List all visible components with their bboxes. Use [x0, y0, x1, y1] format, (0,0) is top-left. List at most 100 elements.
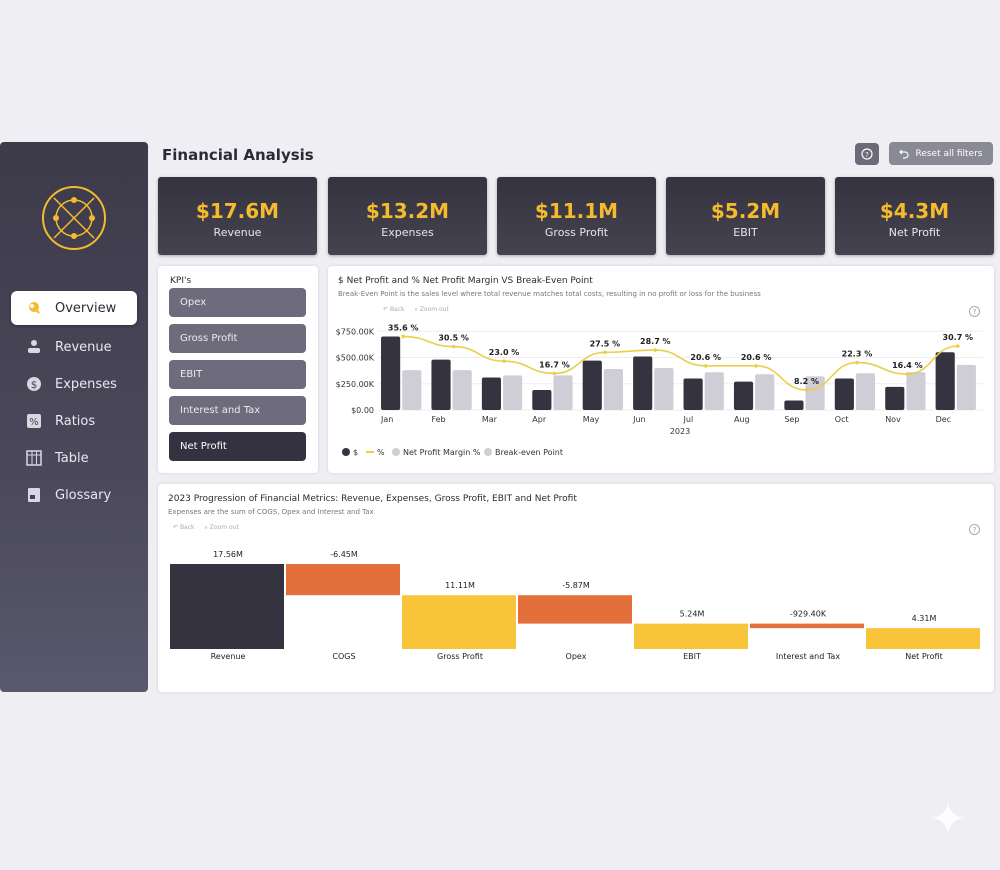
break-even-bar	[805, 376, 825, 410]
reset-filters-button[interactable]: Reset all filters	[889, 142, 993, 165]
x-tick-label: May	[583, 415, 600, 424]
kpi-label: Revenue	[213, 226, 262, 239]
help-button[interactable]: ?	[855, 143, 879, 165]
x-tick-label: Aug	[734, 415, 750, 424]
waterfall-data-label: -6.45M	[330, 550, 358, 559]
nav-item-table[interactable]: Table	[11, 441, 137, 475]
overview-icon	[25, 299, 43, 317]
break-even-bar	[906, 372, 926, 410]
net-profit-bar	[431, 359, 451, 410]
kpi-selector-heading: KPI's	[170, 276, 192, 286]
pct-data-label: 27.5 %	[590, 339, 621, 348]
net-profit-bar	[784, 400, 804, 410]
page-title: Financial Analysis	[162, 146, 314, 164]
sparkle-icon	[932, 802, 964, 834]
pct-data-label: 8.2 %	[794, 377, 819, 386]
waterfall-bar	[402, 595, 516, 649]
x-group-label: 2023	[670, 427, 690, 436]
svg-text:%: %	[29, 417, 39, 428]
margin-line	[403, 335, 958, 391]
break-even-bar	[855, 373, 876, 410]
net-profit-bar	[885, 386, 905, 410]
x-tick-label: Oct	[835, 415, 849, 424]
dollar-icon: $	[25, 375, 43, 393]
waterfall-category-label: Revenue	[211, 652, 246, 661]
break-even-bar	[553, 375, 573, 410]
x-tick-label: Dec	[936, 415, 951, 424]
kpi-card-expenses: $13.2M Expenses	[328, 177, 487, 255]
kpi-card-revenue: $17.6M Revenue	[158, 177, 317, 255]
margin-point	[653, 348, 658, 352]
legend-label: Break-even Point	[495, 448, 563, 457]
zoom-out-button[interactable]: ⌕ Zoom out	[204, 524, 239, 531]
kpi-label: Expenses	[381, 226, 434, 239]
info-icon[interactable]: ?	[969, 306, 980, 317]
nav-label: Overview	[55, 300, 117, 316]
y-tick-label: $0.00	[351, 406, 374, 415]
nav-label: Table	[55, 450, 89, 466]
combo-chart: $750.00K $500.00K $250.00K $0.00 Jan 35.6 % Fe…	[336, 324, 983, 457]
break-even-bar	[452, 370, 472, 410]
nav-item-expenses[interactable]: $ Expenses	[11, 367, 137, 401]
kpi-option-net-profit[interactable]: Net Profit	[169, 432, 306, 461]
kpi-option-interest-tax[interactable]: Interest and Tax	[169, 396, 306, 425]
pct-data-label: 35.6 %	[388, 324, 419, 333]
break-even-bar	[503, 375, 523, 410]
kpi-option-gross-profit[interactable]: Gross Profit	[169, 324, 306, 353]
pct-data-label: 20.6 %	[741, 353, 772, 362]
back-button[interactable]: ↶ Back	[173, 524, 195, 531]
kpi-card-net-profit: $4.3M Net Profit	[835, 177, 994, 255]
pct-data-label: 30.5 %	[438, 334, 469, 343]
waterfall-category-label: EBIT	[683, 652, 701, 661]
net-profit-bar	[481, 377, 502, 410]
waterfall-category-label: COGS	[332, 652, 355, 661]
pct-data-label: 28.7 %	[640, 337, 671, 346]
svg-text:$: $	[31, 380, 37, 391]
break-even-bar	[755, 374, 775, 410]
net-profit-bar	[834, 378, 854, 410]
margin-point	[955, 344, 960, 348]
waterfall-panel: 2023 Progression of Financial Metrics: R…	[158, 484, 994, 692]
kpi-value: $17.6M	[195, 199, 280, 223]
break-even-bar	[704, 372, 724, 410]
x-tick-label: Jun	[632, 415, 646, 424]
legend-swatch	[392, 448, 400, 456]
break-even-bar	[603, 369, 624, 410]
margin-point	[502, 359, 506, 363]
kpi-option-ebit[interactable]: EBIT	[169, 360, 306, 389]
kpi-label: EBIT	[733, 226, 758, 239]
x-tick-label: Jan	[380, 415, 393, 424]
info-icon[interactable]: ?	[969, 524, 980, 535]
table-icon	[25, 449, 43, 467]
nav-item-ratios[interactable]: % Ratios	[11, 404, 137, 438]
pct-data-label: 16.7 %	[539, 360, 570, 369]
kpi-label: Gross Profit	[544, 226, 609, 239]
glossary-icon	[25, 486, 43, 504]
margin-point	[804, 388, 809, 392]
waterfall-category-label: Opex	[566, 652, 587, 661]
x-tick-label: Mar	[482, 415, 498, 424]
nav-label: Expenses	[55, 376, 117, 392]
reset-label: Reset all filters	[915, 148, 983, 159]
nav-item-revenue[interactable]: Revenue	[11, 330, 137, 364]
pct-data-label: 23.0 %	[489, 348, 520, 357]
undo-icon	[899, 149, 910, 159]
combo-chart-panel: $ Net Profit and % Net Profit Margin VS …	[328, 266, 994, 473]
legend-label: %	[377, 448, 385, 457]
nav-item-overview[interactable]: Overview	[11, 291, 137, 325]
x-tick-label: Apr	[532, 415, 547, 424]
kpi-value: $5.2M	[710, 199, 781, 223]
back-button[interactable]: ↶ Back	[383, 306, 405, 313]
x-tick-label: Nov	[885, 415, 901, 424]
x-tick-label: Jul	[683, 415, 694, 424]
y-tick-label: $750.00K	[336, 327, 375, 336]
waterfall-data-label: 11.11M	[445, 581, 475, 590]
margin-point	[754, 364, 758, 368]
logo	[42, 186, 106, 250]
waterfall-bar	[750, 623, 864, 629]
zoom-out-button[interactable]: ⌕ Zoom out	[414, 306, 449, 313]
kpi-option-opex[interactable]: Opex	[169, 288, 306, 317]
nav-item-glossary[interactable]: Glossary	[11, 478, 137, 512]
waterfall-subtitle: Expenses are the sum of COGS, Opex and I…	[168, 508, 374, 516]
margin-point	[905, 372, 910, 376]
